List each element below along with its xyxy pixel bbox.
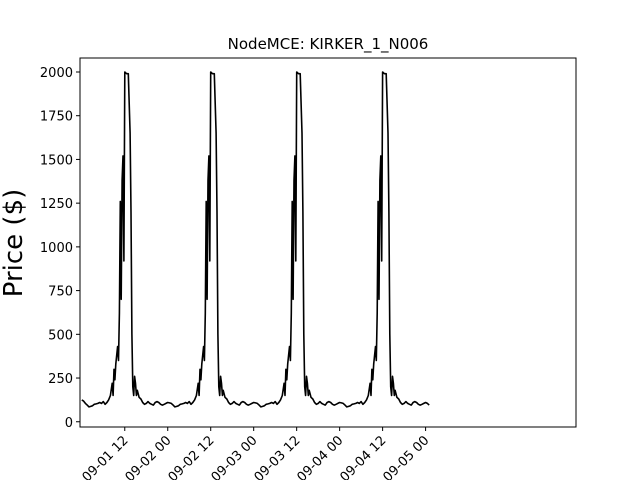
x-tick-label: 09-05 00	[380, 433, 432, 480]
y-tick-label: 1750	[40, 110, 73, 125]
y-tick-label: 500	[48, 328, 73, 343]
price-series-line	[81, 71, 430, 408]
y-tick-label: 250	[48, 372, 73, 387]
y-tick-label: 1500	[40, 153, 73, 168]
y-axis-label: Price ($)	[0, 189, 29, 298]
y-tick-label: 0	[65, 416, 73, 431]
y-tick-label: 1000	[40, 241, 73, 256]
y-axis: 0 250 500 750 1000 1250 1500 1750 2000	[40, 66, 80, 431]
y-tick-label: 750	[48, 285, 73, 300]
y-tick-label: 1250	[40, 197, 73, 212]
plot-frame	[79, 57, 577, 428]
plot-area	[79, 57, 577, 428]
chart-title: NodeMCE: KIRKER_1_N006	[228, 35, 429, 54]
y-tick-label: 2000	[40, 66, 73, 81]
